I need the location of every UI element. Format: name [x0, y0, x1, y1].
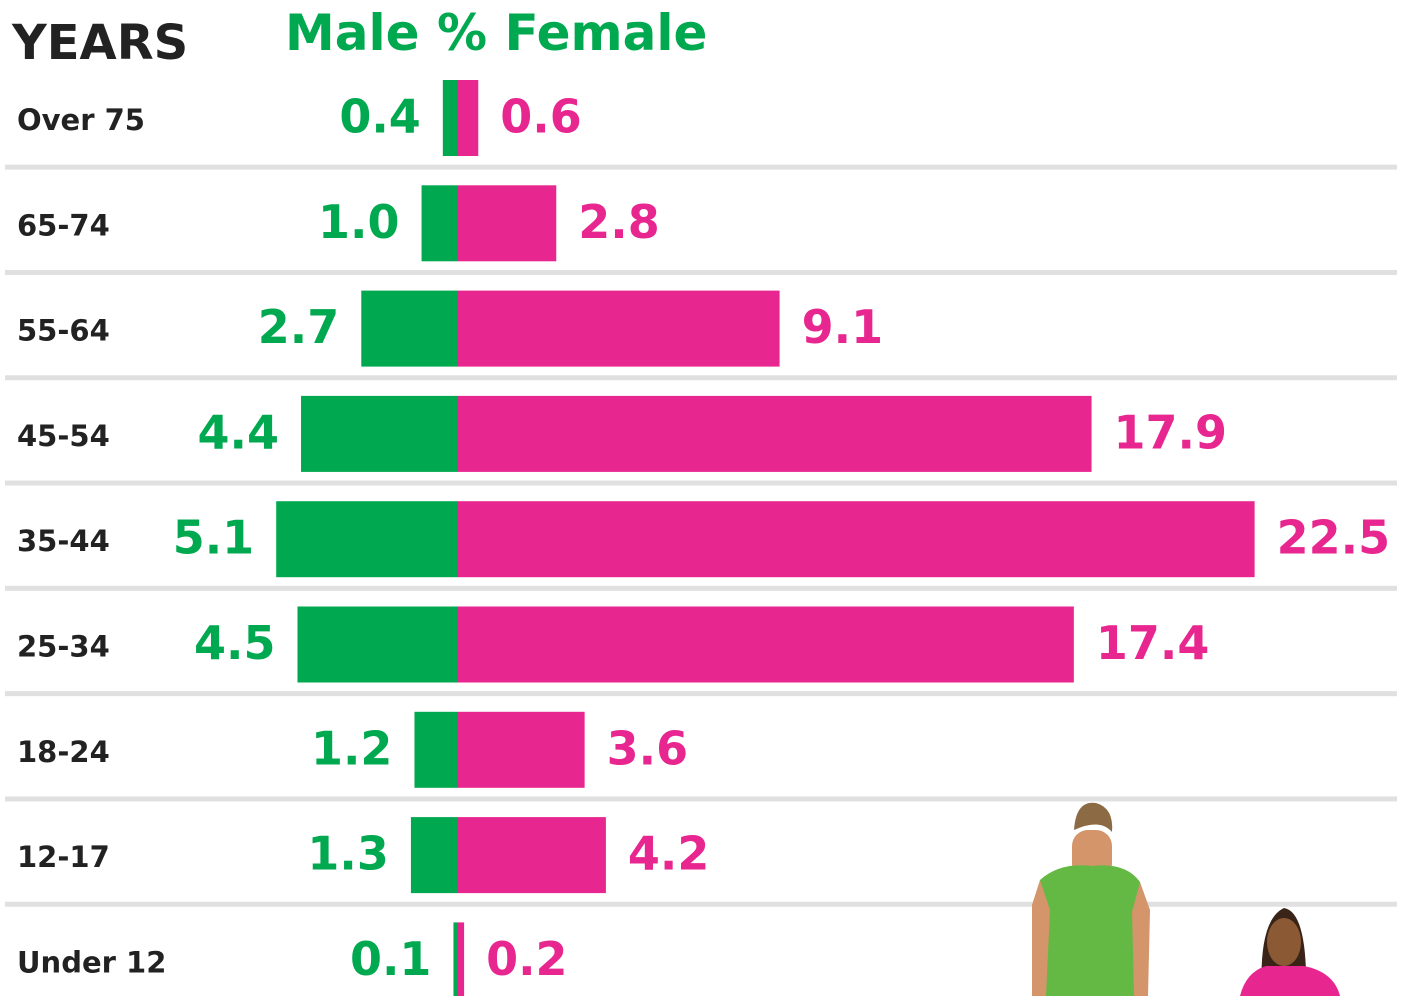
separator: [5, 585, 1397, 591]
bar: [414, 711, 457, 788]
legend-unit: %: [437, 4, 487, 62]
value-label: 9.1: [802, 300, 884, 354]
bar: [457, 501, 1255, 578]
value-label: 0.1: [350, 932, 432, 986]
rows: Over 75 0.4 0.6 65-74 1.0 2.8 55-64 2.7 9.1 45-54…: [5, 80, 1397, 996]
bar: [457, 80, 479, 156]
value-label: 1.3: [307, 827, 389, 881]
category-label: 35-44: [17, 524, 110, 558]
bar: [457, 922, 465, 996]
category-label: 45-54: [17, 419, 110, 453]
category-label: Over 75: [17, 103, 145, 137]
value-label: 0.2: [486, 932, 567, 986]
bar: [457, 395, 1092, 472]
bar: [301, 395, 457, 472]
value-label: 1.2: [311, 721, 393, 775]
bar: [457, 290, 780, 367]
bar: [297, 606, 457, 683]
bar: [457, 606, 1074, 683]
legend-female: Female: [505, 4, 708, 62]
axis-title: YEARS: [11, 15, 188, 71]
value-label: 22.5: [1277, 511, 1391, 565]
value-label: 17.4: [1096, 616, 1210, 670]
bar: [457, 185, 557, 262]
value-label: 0.4: [339, 90, 421, 144]
bar: [457, 817, 606, 894]
value-label: 4.4: [198, 405, 280, 459]
legend: Male % Female: [285, 4, 707, 62]
separator: [5, 269, 1397, 275]
value-label: 3.6: [607, 721, 689, 775]
category-label: 18-24: [17, 735, 110, 769]
legend-male: Male: [285, 4, 420, 62]
bar: [453, 922, 457, 996]
separator: [5, 375, 1397, 381]
value-label: 2.8: [578, 195, 660, 249]
separator: [5, 164, 1397, 170]
category-label: 55-64: [17, 314, 110, 348]
category-label: 12-17: [17, 840, 110, 874]
category-label: 65-74: [17, 208, 110, 242]
separator: [5, 691, 1397, 697]
man-illustration: [1032, 802, 1150, 996]
bar: [457, 711, 585, 788]
woman-illustration: [1240, 908, 1340, 996]
value-label: 1.0: [318, 195, 400, 249]
value-label: 0.6: [500, 90, 582, 144]
category-label: Under 12: [17, 945, 166, 979]
value-label: 5.1: [173, 511, 255, 565]
separator: [5, 480, 1397, 486]
bar: [361, 290, 457, 367]
separator: [5, 796, 1397, 802]
bar: [410, 817, 457, 894]
value-label: 2.7: [258, 300, 340, 354]
value-label: 17.9: [1114, 405, 1228, 459]
separator: [5, 901, 1397, 907]
bar: [442, 80, 457, 156]
bar: [276, 501, 457, 578]
category-label: 25-34: [17, 630, 110, 664]
value-label: 4.2: [628, 827, 710, 881]
value-label: 4.5: [194, 616, 276, 670]
bar: [421, 185, 457, 262]
